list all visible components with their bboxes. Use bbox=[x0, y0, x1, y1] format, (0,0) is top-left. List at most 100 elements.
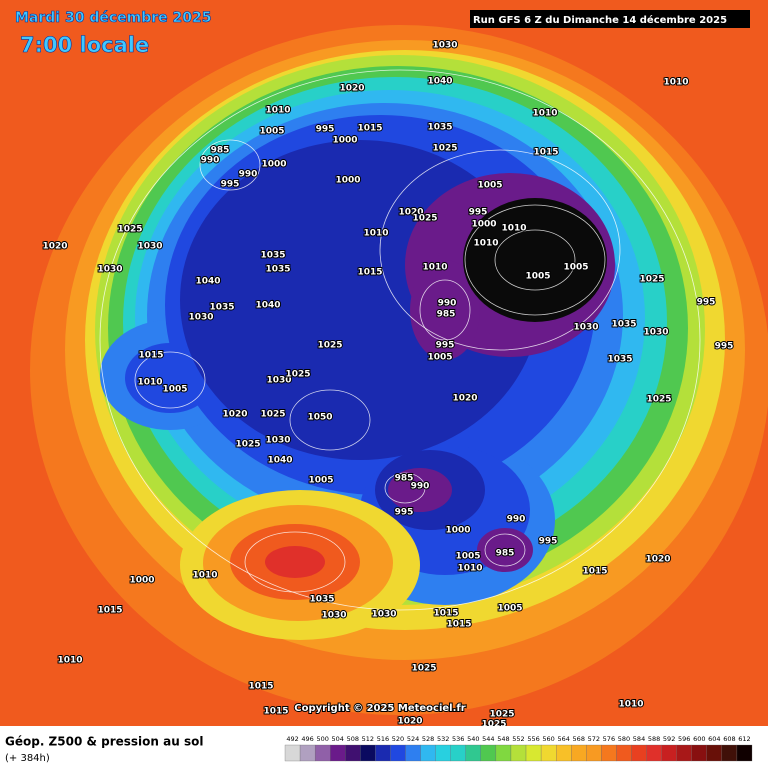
pressure-label: 1005 bbox=[497, 604, 522, 614]
pressure-label: 995 bbox=[715, 342, 734, 352]
pressure-label: 995 bbox=[316, 125, 335, 135]
pressure-label: 1025 bbox=[117, 225, 142, 235]
pressure-label: 1035 bbox=[260, 251, 285, 261]
legend-label: 560 bbox=[542, 735, 554, 743]
pressure-label: 1000 bbox=[261, 160, 286, 170]
pressure-label: 1020 bbox=[398, 208, 423, 218]
legend-swatch bbox=[571, 744, 587, 762]
pressure-label: 1010 bbox=[663, 78, 688, 88]
legend-swatch bbox=[299, 744, 316, 762]
legend-swatch bbox=[646, 744, 662, 762]
copyright: Copyright © 2025 Meteociel.fr bbox=[294, 703, 465, 714]
footer-subtitle: (+ 384h) bbox=[5, 753, 50, 764]
run-info: Run GFS 6 Z du Dimanche 14 décembre 2025 bbox=[473, 14, 727, 26]
pressure-label: 1005 bbox=[162, 385, 187, 395]
pressure-label: 1025 bbox=[432, 144, 457, 154]
pressure-label: 1030 bbox=[573, 323, 598, 333]
footer-title: Géop. Z500 & pression au sol bbox=[5, 735, 203, 749]
legend-label: 496 bbox=[301, 735, 313, 743]
pressure-label: 1005 bbox=[525, 272, 550, 282]
pressure-label: 1010 bbox=[618, 700, 643, 710]
pressure-label: 1010 bbox=[473, 239, 498, 249]
pressure-label: 1030 bbox=[265, 436, 290, 446]
legend-label: 608 bbox=[723, 735, 735, 743]
legend-swatch bbox=[721, 744, 738, 762]
pressure-label: 1025 bbox=[639, 275, 664, 285]
legend-label: 548 bbox=[497, 735, 509, 743]
pressure-label: 1015 bbox=[248, 682, 273, 692]
pressure-label: 1000 bbox=[129, 576, 154, 586]
pressure-label: 1025 bbox=[489, 710, 514, 720]
pressure-label: 995 bbox=[395, 508, 414, 518]
color-legend: 492 496 500 504 508 512 516 520 524 528 532 536 540 5… bbox=[284, 735, 753, 762]
legend-label: 556 bbox=[527, 735, 539, 743]
pressure-label: 1010 bbox=[457, 564, 482, 574]
pressure-label: 1050 bbox=[307, 413, 332, 423]
pressure-label: 1030 bbox=[321, 611, 346, 621]
legend-swatch bbox=[556, 744, 572, 762]
legend-swatch bbox=[390, 744, 406, 762]
legend-label: 528 bbox=[422, 735, 434, 743]
pressure-label: 990 bbox=[239, 170, 258, 180]
pressure-label: 1015 bbox=[446, 620, 471, 630]
legend-label: 576 bbox=[603, 735, 615, 743]
legend-swatch bbox=[601, 744, 617, 762]
pressure-label: 990 bbox=[507, 515, 526, 525]
legend-label: 612 bbox=[738, 735, 750, 743]
legend-label: 540 bbox=[467, 735, 479, 743]
pressure-label: 995 bbox=[539, 537, 558, 547]
legend-swatch bbox=[540, 744, 557, 762]
pressure-label: 985 bbox=[211, 146, 230, 156]
pressure-label: 1010 bbox=[532, 109, 557, 119]
legend-swatch bbox=[465, 744, 481, 762]
legend-swatch bbox=[360, 744, 376, 762]
legend-swatch bbox=[525, 744, 542, 762]
pressure-label: 1020 bbox=[339, 84, 364, 94]
pressure-label: 990 bbox=[411, 482, 430, 492]
legend-label: 584 bbox=[633, 735, 645, 743]
pressure-label: 1000 bbox=[471, 220, 496, 230]
pressure-label: 1015 bbox=[533, 148, 558, 158]
legend-label: 568 bbox=[573, 735, 585, 743]
pressure-label: 1030 bbox=[371, 610, 396, 620]
pressure-label: 1020 bbox=[397, 717, 422, 727]
pressure-label: 990 bbox=[438, 299, 457, 309]
legend-label: 532 bbox=[437, 735, 449, 743]
legend-swatch bbox=[661, 744, 677, 762]
legend-label: 516 bbox=[377, 735, 389, 743]
legend-label: 512 bbox=[362, 735, 374, 743]
pressure-label: 1035 bbox=[607, 355, 632, 365]
pressure-label: 1015 bbox=[357, 268, 382, 278]
pressure-label: 1010 bbox=[501, 224, 526, 234]
legend-label: 536 bbox=[452, 735, 464, 743]
pressure-label: 1035 bbox=[427, 123, 452, 133]
pressure-label: 1025 bbox=[260, 410, 285, 420]
legend-swatch bbox=[586, 744, 602, 762]
legend-swatch bbox=[616, 744, 632, 762]
legend-label: 572 bbox=[588, 735, 600, 743]
pressure-label: 1035 bbox=[265, 265, 290, 275]
legend-swatch bbox=[375, 744, 391, 762]
legend-label: 492 bbox=[286, 735, 298, 743]
legend-swatch bbox=[420, 744, 436, 762]
legend-swatch bbox=[435, 744, 451, 762]
legend-label: 508 bbox=[347, 735, 359, 743]
pressure-label: 1030 bbox=[643, 328, 668, 338]
pressure-label: 1010 bbox=[265, 106, 290, 116]
pressure-label: 1000 bbox=[335, 176, 360, 186]
pressure-label: 1010 bbox=[363, 229, 388, 239]
legend-label: 564 bbox=[557, 735, 569, 743]
pressure-label: 1040 bbox=[255, 301, 280, 311]
legend-swatch bbox=[691, 744, 707, 762]
pressure-label: 1040 bbox=[267, 456, 292, 466]
pressure-label: 1005 bbox=[563, 263, 588, 273]
pressure-label: 1030 bbox=[266, 376, 291, 386]
pressure-label: 1020 bbox=[645, 555, 670, 565]
legend-label: 504 bbox=[332, 735, 344, 743]
pressure-label: 1015 bbox=[97, 606, 122, 616]
legend-swatch bbox=[345, 744, 361, 762]
pressure-label: 1020 bbox=[222, 410, 247, 420]
pressure-label: 1040 bbox=[195, 277, 220, 287]
legend-swatch bbox=[736, 744, 753, 762]
